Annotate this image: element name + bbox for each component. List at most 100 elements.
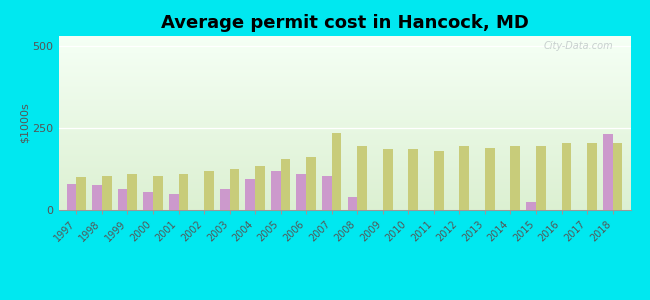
Bar — [510, 146, 520, 210]
Bar — [58, 182, 630, 183]
Bar — [58, 79, 630, 80]
Bar — [383, 149, 393, 210]
Bar — [58, 106, 630, 107]
Bar — [58, 149, 630, 150]
Bar — [58, 190, 630, 191]
Bar — [348, 197, 358, 210]
Bar — [246, 179, 255, 210]
Bar — [58, 109, 630, 110]
Bar — [58, 209, 630, 210]
Bar — [220, 189, 229, 210]
Bar — [58, 204, 630, 205]
Bar — [58, 94, 630, 95]
Bar — [58, 99, 630, 100]
Bar — [58, 86, 630, 87]
Bar — [58, 53, 630, 54]
Bar — [58, 177, 630, 178]
Bar — [58, 80, 630, 81]
Bar — [58, 170, 630, 171]
Bar — [58, 118, 630, 119]
Bar — [118, 189, 127, 210]
Bar — [58, 156, 630, 157]
Bar — [58, 123, 630, 124]
Bar — [58, 119, 630, 120]
Bar — [612, 143, 622, 210]
Bar — [58, 183, 630, 184]
Bar — [58, 207, 630, 208]
Bar — [77, 177, 86, 210]
Bar — [281, 159, 291, 210]
Bar — [536, 146, 546, 210]
Bar — [58, 38, 630, 39]
Bar — [58, 47, 630, 48]
Bar — [58, 199, 630, 200]
Bar — [58, 166, 630, 167]
Bar — [58, 159, 630, 160]
Bar — [58, 176, 630, 177]
Bar — [58, 61, 630, 62]
Bar — [58, 56, 630, 57]
Bar — [58, 70, 630, 71]
Bar — [58, 131, 630, 132]
Bar — [58, 169, 630, 170]
Bar — [58, 168, 630, 169]
Bar — [58, 95, 630, 96]
Bar — [58, 43, 630, 44]
Bar — [58, 124, 630, 125]
Bar — [58, 137, 630, 138]
Bar — [58, 42, 630, 43]
Bar — [58, 153, 630, 154]
Bar — [526, 202, 536, 210]
Bar — [58, 51, 630, 52]
Bar — [58, 67, 630, 68]
Bar — [58, 85, 630, 86]
Bar — [358, 146, 367, 210]
Bar — [58, 92, 630, 93]
Bar — [58, 185, 630, 186]
Bar — [58, 201, 630, 202]
Bar — [58, 146, 630, 147]
Bar — [485, 148, 495, 210]
Bar — [58, 48, 630, 49]
Bar — [58, 188, 630, 189]
Bar — [58, 78, 630, 79]
Bar — [58, 83, 630, 84]
Bar — [58, 125, 630, 126]
Bar — [58, 181, 630, 182]
Bar — [58, 112, 630, 113]
Bar — [58, 45, 630, 46]
Bar — [58, 147, 630, 148]
Bar — [58, 108, 630, 109]
Bar — [58, 77, 630, 78]
Bar — [58, 84, 630, 85]
Bar — [255, 166, 265, 210]
Bar — [58, 189, 630, 190]
Bar — [58, 117, 630, 118]
Bar — [408, 149, 418, 210]
Bar — [587, 143, 597, 210]
Bar — [58, 107, 630, 108]
Bar — [58, 113, 630, 114]
Bar — [58, 55, 630, 56]
Bar — [58, 198, 630, 199]
Bar — [58, 66, 630, 67]
Bar — [58, 138, 630, 139]
Bar — [58, 96, 630, 97]
Bar — [58, 132, 630, 133]
Bar — [58, 49, 630, 50]
Bar — [58, 145, 630, 146]
Bar — [58, 151, 630, 152]
Bar — [58, 164, 630, 165]
Bar — [58, 58, 630, 59]
Bar — [58, 39, 630, 40]
Bar — [296, 174, 306, 210]
Bar — [58, 76, 630, 77]
Bar — [58, 121, 630, 122]
Bar — [58, 66, 630, 67]
Bar — [58, 63, 630, 64]
Bar — [58, 89, 630, 90]
Bar — [58, 157, 630, 158]
Bar — [58, 118, 630, 119]
Bar — [58, 154, 630, 155]
Bar — [58, 208, 630, 209]
